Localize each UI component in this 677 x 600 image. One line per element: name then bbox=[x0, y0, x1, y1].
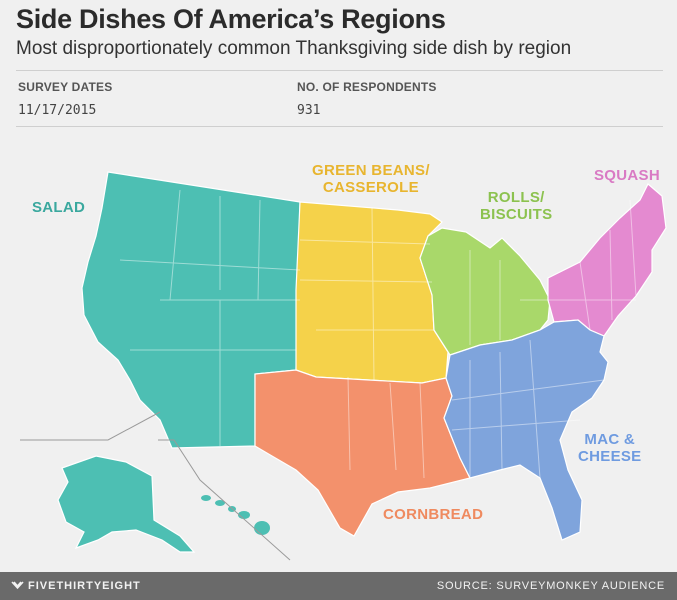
region-label-midwest: ROLLS/ BISCUITS bbox=[480, 189, 553, 223]
footer-bar: FIVETHIRTYEIGHT SOURCE: SURVEYMONKEY AUD… bbox=[0, 572, 677, 600]
footer-brand: FIVETHIRTYEIGHT bbox=[28, 580, 141, 592]
us-region-map bbox=[20, 171, 667, 561]
inset-lines bbox=[20, 411, 291, 561]
region-label-northeast: SQUASH bbox=[594, 167, 660, 184]
region-label-west: SALAD bbox=[32, 199, 86, 216]
page-title: Side Dishes Of America’s Regions bbox=[16, 4, 446, 34]
region-alaska bbox=[57, 455, 196, 553]
region-label-plains: GREEN BEANS/ CASSEROLE bbox=[312, 162, 430, 196]
respondents-value: 931 bbox=[297, 103, 321, 118]
footer-source: SOURCE: SURVEYMONKEY AUDIENCE bbox=[436, 580, 665, 592]
divider-bottom bbox=[16, 126, 663, 127]
state-borders bbox=[119, 189, 637, 479]
page-subtitle: Most disproportionately common Thanksgiv… bbox=[16, 38, 572, 59]
survey-dates-value: 11/17/2015 bbox=[18, 103, 97, 118]
fivethirtyeight-logo-icon bbox=[11, 581, 24, 590]
divider-top bbox=[16, 70, 663, 71]
survey-dates-label: SURVEY DATES bbox=[18, 80, 113, 94]
respondents-label: NO. OF RESPONDENTS bbox=[297, 80, 437, 94]
region-northeast bbox=[547, 183, 667, 337]
region-label-south: CORNBREAD bbox=[383, 506, 484, 523]
region-hawaii bbox=[201, 495, 270, 535]
region-southeast bbox=[443, 319, 609, 541]
region-label-southeast: MAC & CHEESE bbox=[578, 431, 642, 465]
